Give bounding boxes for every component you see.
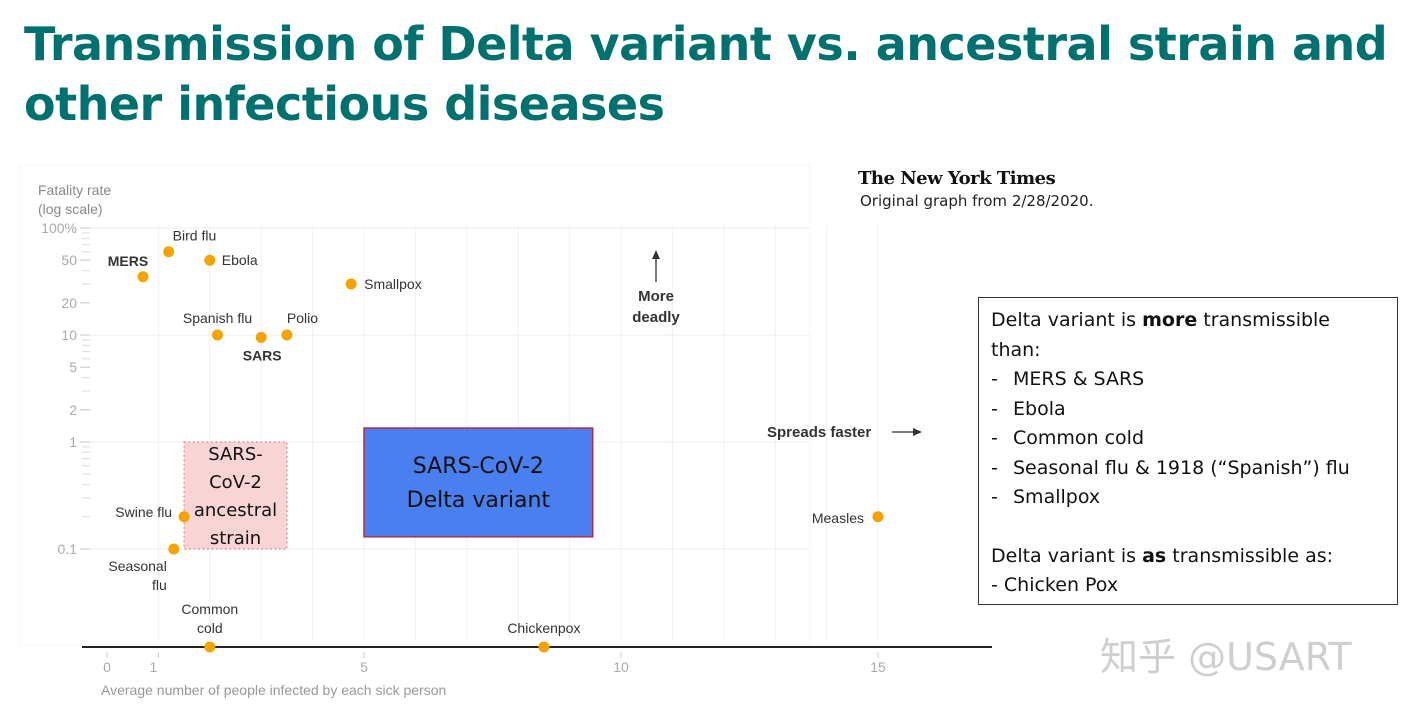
list-item: - Smallpox [991,486,1101,508]
point-label: SARS [243,347,282,363]
list-item: - Seasonal flu & 1918 (“Spanish”) flu [991,456,1350,479]
notes-box: Delta variant is more transmissible than… [978,297,1398,605]
y-tick-label: 10 [61,327,77,343]
y-tick-label: 20 [61,295,77,311]
y-tick-label: 0.1 [58,541,78,557]
x-tick-label: 1 [150,659,158,675]
label-line: Common [181,601,238,617]
region-box [183,441,288,550]
list-item: - Chicken Pox [991,574,1119,596]
region-label: strain [210,528,261,549]
point-label: Bird flu [173,228,217,244]
point-label: Polio [287,310,318,326]
x-tick-label: 15 [870,659,886,675]
emphasis: as [1142,544,1167,567]
list-item: - Common cold [991,427,1145,449]
region-label: SARS-CoV-2 [413,454,544,479]
as-list: - Chicken Pox [991,571,1385,601]
list-item: - Ebola [991,397,1066,420]
data-point [204,641,216,653]
label-line: flu [152,577,167,593]
y-tick-label: 5 [69,359,77,375]
text: transmissible than: [991,309,1330,361]
point-label: Common cold [181,601,238,636]
region-label: CoV-2 [209,472,262,493]
point-label: Measles [812,510,864,526]
data-point [255,331,267,343]
spreads-faster-label: Spreads faster [767,424,871,441]
point-label: Spanish flu [183,310,252,326]
y-tick-label: 100% [41,220,77,236]
more-deadly-label: More [638,288,674,305]
data-point [204,254,216,266]
more-deadly-label: deadly [632,309,680,326]
point-label: MERS [108,253,148,269]
emphasis: more [1142,309,1198,331]
nyt-logo: The New York Times [858,168,1056,189]
arrow-head-icon [652,250,660,259]
y-axis-label: Fatality rate [38,182,111,198]
region-box [363,427,594,538]
arrow-head-icon [913,428,922,436]
region-label: Delta variant [407,488,551,513]
text: transmissible as: [1166,544,1334,567]
watermark: 知乎 @USART [1100,635,1352,679]
page-title: Transmission of Delta variant vs. ancest… [24,17,1388,131]
point-label: Swine flu [115,504,172,520]
data-point [345,278,357,290]
as-heading: Delta variant is as transmissible as: [991,542,1385,572]
data-point [212,329,224,341]
y-axis-label: (log scale) [38,201,103,217]
x-axis-label: Average number of people infected by eac… [101,682,446,698]
region-label: ancestral [194,500,277,521]
data-point [281,329,293,341]
y-tick-label: 50 [61,252,77,268]
source-note: Original graph from 2/28/2020. [860,192,1094,210]
data-point [538,641,550,653]
data-point [178,511,190,523]
data-point [137,271,149,283]
y-tick-label: 1 [69,434,77,450]
more-heading: Delta variant is more transmissible than… [991,306,1385,365]
x-tick-label: 5 [360,659,368,675]
text: Delta variant is [991,309,1143,331]
label-line: cold [197,620,223,636]
list-item: - MERS & SARS [991,368,1145,390]
more-list: - MERS & SARS - Ebola - Common cold - Seasonal … [991,365,1385,513]
plot-background [19,164,811,646]
point-label: Ebola [222,252,258,268]
data-point [872,511,884,523]
label-line: Seasonal [108,558,166,574]
y-tick-label: 2 [69,402,77,418]
x-tick-label: 0 [103,659,111,675]
region-label: SARS- [208,444,263,465]
point-label: Chickenpox [507,620,580,636]
x-tick-label: 10 [613,659,629,675]
point-label: Smallpox [364,276,422,292]
text: Delta variant is [991,544,1143,567]
data-point [163,246,175,258]
data-point [168,543,180,555]
point-label: Seasonal flu [108,558,166,593]
